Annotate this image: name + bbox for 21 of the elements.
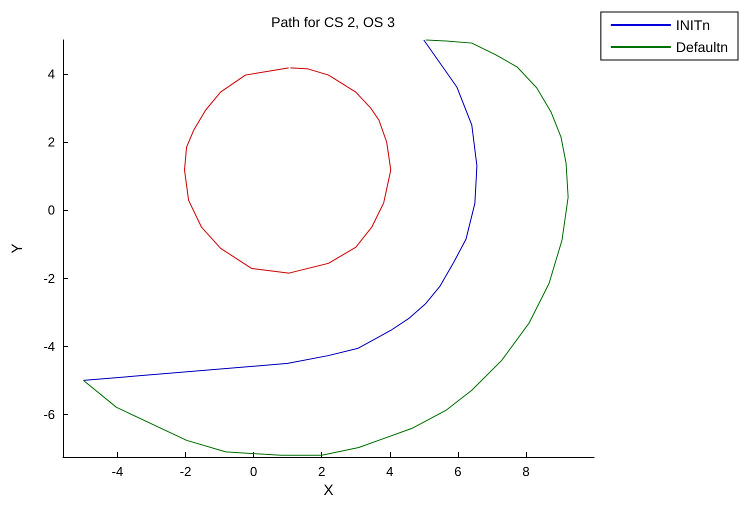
legend-label: INITn	[676, 17, 710, 33]
line-series	[82, 40, 569, 456]
y-axis-title: Y	[9, 243, 26, 254]
x-tick-label: 8	[522, 464, 530, 479]
line-series	[82, 40, 478, 381]
y-tick-label: 2	[48, 134, 55, 150]
line-series	[184, 67, 392, 274]
x-tick-label: -2	[180, 464, 192, 479]
y-tick-label: 4	[48, 66, 55, 82]
x-tick-label: 6	[454, 464, 462, 479]
legend-label: Defaultn	[676, 39, 728, 55]
x-tick-label: 4	[386, 464, 394, 479]
y-tick-label: -4	[43, 338, 55, 354]
y-tick-label: -6	[43, 406, 55, 422]
chart-title: Path for CS 2, OS 3	[271, 14, 396, 30]
x-axis-title: X	[323, 482, 334, 499]
x-tick-label: -4	[112, 464, 124, 479]
x-tick-label: 2	[318, 464, 326, 479]
y-tick-label: -2	[43, 270, 55, 286]
x-tick-label: 0	[250, 464, 258, 479]
y-tick-label: 0	[48, 202, 55, 218]
